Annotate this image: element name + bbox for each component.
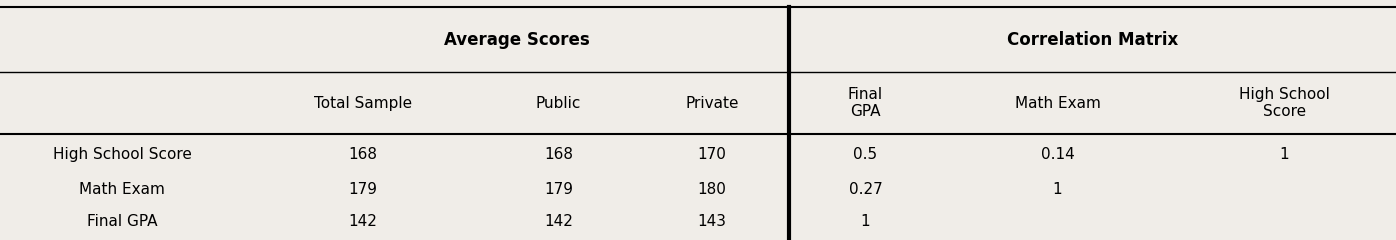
Text: 179: 179 — [349, 182, 377, 197]
Text: 1: 1 — [861, 215, 870, 229]
Text: 143: 143 — [698, 215, 726, 229]
Text: 142: 142 — [349, 215, 377, 229]
Text: Final GPA: Final GPA — [87, 215, 158, 229]
Text: Final
GPA: Final GPA — [847, 87, 884, 120]
Text: 168: 168 — [544, 147, 572, 162]
Text: 1: 1 — [1280, 147, 1289, 162]
Text: Average Scores: Average Scores — [444, 31, 589, 49]
Text: Public: Public — [536, 96, 581, 111]
Text: Total Sample: Total Sample — [314, 96, 412, 111]
Text: 170: 170 — [698, 147, 726, 162]
Text: 142: 142 — [544, 215, 572, 229]
Text: 180: 180 — [698, 182, 726, 197]
Text: Correlation Matrix: Correlation Matrix — [1007, 31, 1178, 49]
Text: Math Exam: Math Exam — [1015, 96, 1100, 111]
Text: 0.27: 0.27 — [849, 182, 882, 197]
Text: 179: 179 — [544, 182, 572, 197]
Text: 0.5: 0.5 — [853, 147, 878, 162]
Text: Math Exam: Math Exam — [80, 182, 165, 197]
Text: High School Score: High School Score — [53, 147, 191, 162]
Text: 1: 1 — [1053, 182, 1062, 197]
Text: High School
Score: High School Score — [1238, 87, 1330, 120]
Text: 0.14: 0.14 — [1040, 147, 1075, 162]
Text: Private: Private — [685, 96, 738, 111]
Text: 168: 168 — [349, 147, 377, 162]
